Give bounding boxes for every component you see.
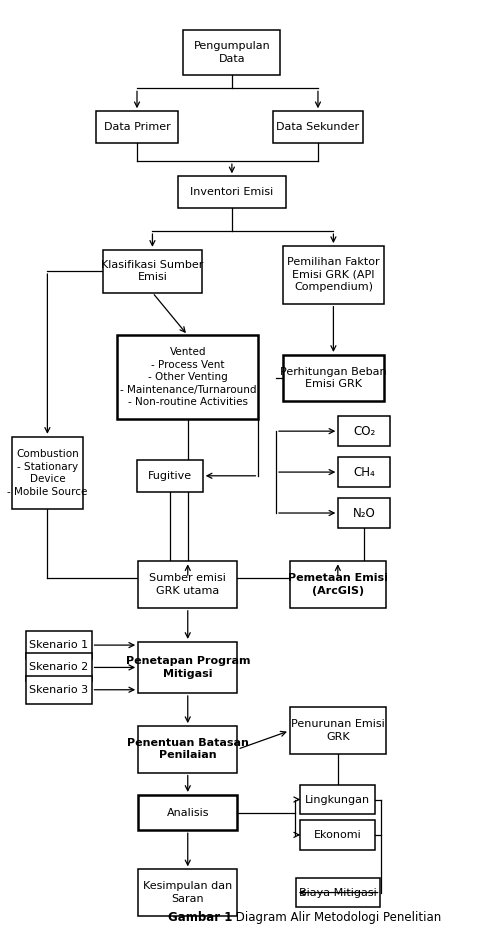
Text: CO₂: CO₂ (353, 425, 375, 438)
Text: Perhitungan Beban
Emisi GRK: Perhitungan Beban Emisi GRK (280, 367, 387, 389)
Text: Analisis: Analisis (166, 808, 209, 817)
Text: Sumber emisi
GRK utama: Sumber emisi GRK utama (149, 574, 226, 596)
FancyBboxPatch shape (178, 176, 286, 208)
FancyBboxPatch shape (117, 335, 259, 419)
FancyBboxPatch shape (12, 437, 83, 509)
FancyBboxPatch shape (338, 416, 391, 446)
FancyBboxPatch shape (290, 707, 386, 754)
Text: Inventori Emisi: Inventori Emisi (190, 188, 273, 197)
Text: Vented
- Process Vent
- Other Venting
- Maintenance/Turnaround
- Non-routine Act: Vented - Process Vent - Other Venting - … (120, 347, 256, 407)
Text: Penetapan Program
Mitigasi: Penetapan Program Mitigasi (126, 656, 250, 678)
FancyBboxPatch shape (282, 355, 384, 401)
FancyBboxPatch shape (138, 795, 238, 830)
FancyBboxPatch shape (138, 642, 238, 693)
FancyBboxPatch shape (138, 726, 238, 773)
Text: Ekonomi: Ekonomi (314, 829, 362, 840)
Text: Pemilihan Faktor
Emisi GRK (API
Compendium): Pemilihan Faktor Emisi GRK (API Compendi… (287, 258, 380, 292)
Text: Biaya Mitigasi: Biaya Mitigasi (299, 887, 377, 898)
Text: Data Sekunder: Data Sekunder (276, 122, 359, 132)
FancyBboxPatch shape (184, 30, 281, 75)
Text: CH₄: CH₄ (353, 466, 375, 479)
FancyBboxPatch shape (290, 562, 386, 608)
Text: Gambar 1: Gambar 1 (167, 912, 232, 925)
FancyBboxPatch shape (138, 460, 203, 492)
FancyBboxPatch shape (338, 498, 391, 528)
Text: Lingkungan: Lingkungan (305, 795, 370, 804)
FancyBboxPatch shape (103, 250, 202, 293)
Text: Skenario 3: Skenario 3 (29, 685, 88, 695)
Text: Pemetaan Emisi
(ArcGIS): Pemetaan Emisi (ArcGIS) (288, 574, 388, 596)
Text: Diagram Alir Metodologi Penelitian: Diagram Alir Metodologi Penelitian (232, 912, 441, 925)
FancyBboxPatch shape (26, 675, 91, 703)
FancyBboxPatch shape (96, 111, 178, 143)
FancyBboxPatch shape (282, 246, 384, 304)
Text: Klasifikasi Sumber
Emisi: Klasifikasi Sumber Emisi (101, 260, 204, 283)
FancyBboxPatch shape (296, 878, 380, 908)
FancyBboxPatch shape (138, 870, 238, 916)
Text: Combustion
- Stationary
Device
- Mobile Source: Combustion - Stationary Device - Mobile … (7, 450, 87, 496)
FancyBboxPatch shape (300, 820, 375, 850)
Text: N₂O: N₂O (353, 507, 376, 520)
FancyBboxPatch shape (338, 457, 391, 487)
Text: Fugitive: Fugitive (148, 471, 192, 480)
Text: Penentuan Batasan
Penilaian: Penentuan Batasan Penilaian (127, 738, 249, 760)
FancyBboxPatch shape (300, 785, 375, 815)
Text: Skenario 1: Skenario 1 (29, 640, 88, 650)
Text: Skenario 2: Skenario 2 (29, 662, 88, 673)
FancyBboxPatch shape (273, 111, 363, 143)
Text: Penurunan Emisi
GRK: Penurunan Emisi GRK (291, 719, 385, 742)
FancyBboxPatch shape (26, 653, 91, 681)
FancyBboxPatch shape (138, 562, 238, 608)
Text: Pengumpulan
Data: Pengumpulan Data (194, 41, 270, 63)
FancyBboxPatch shape (26, 631, 91, 659)
Text: Data Primer: Data Primer (104, 122, 170, 132)
Text: Kesimpulan dan
Saran: Kesimpulan dan Saran (143, 882, 232, 904)
